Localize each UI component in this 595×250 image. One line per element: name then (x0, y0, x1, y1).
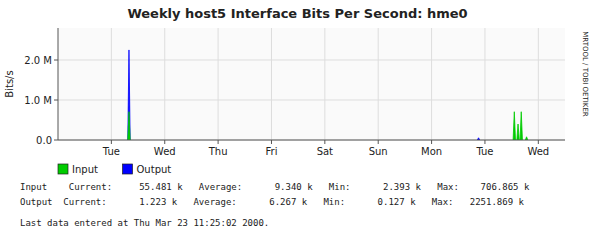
area-spike (513, 112, 515, 140)
stats-line: Output Current: 1.223 k Average: 6.267 k… (20, 197, 524, 207)
y-tick (54, 60, 58, 61)
legend: Input Output (58, 164, 171, 175)
grid-line-y (58, 60, 565, 61)
grid-line-x (324, 28, 325, 140)
x-tick-label: Fri (266, 146, 278, 157)
y-tick-label: 1.0 M (24, 95, 52, 106)
area-spike (128, 112, 130, 140)
area-spike (517, 124, 519, 140)
legend-swatch (58, 164, 68, 174)
grid-line-x (378, 28, 379, 140)
x-tick (164, 140, 165, 144)
x-tick (538, 140, 539, 144)
x-axis-line (58, 140, 565, 141)
grid-line-y (58, 100, 565, 101)
x-tick-label: Wed (527, 146, 549, 157)
series (128, 50, 480, 140)
grid-line-x (164, 28, 165, 140)
y-tick-label: 0.0 (36, 135, 52, 146)
x-tick (431, 140, 432, 144)
grid-line-x (271, 28, 272, 140)
x-tick-label: Wed (154, 146, 176, 157)
grid (58, 28, 565, 140)
y-axis-label: Bits/s (4, 70, 15, 97)
footer: Last data entered at Thu Mar 23 11:25:02… (20, 218, 269, 228)
y-axis-line (58, 28, 59, 140)
grid-line-x (484, 28, 485, 140)
area-spike (520, 112, 522, 140)
x-tick (378, 140, 379, 144)
series (128, 112, 528, 140)
x-tick-label: Thu (208, 146, 228, 157)
y-tick (54, 140, 58, 141)
legend-label: Input (72, 164, 98, 175)
x-tick-label: Mon (421, 146, 442, 157)
x-tick (484, 140, 485, 144)
title: Weekly host5 Interface Bits Per Second: … (127, 6, 467, 21)
grid-line-x (538, 28, 539, 140)
y-tick (54, 100, 58, 101)
x-tick (218, 140, 219, 144)
marks (128, 50, 528, 140)
legend-swatch (123, 164, 133, 174)
side-label: MRTOOL / TOBI OETIKER (581, 31, 589, 117)
x-tick-label: Sat (317, 146, 333, 157)
x-tick (271, 140, 272, 144)
area-spike (128, 50, 130, 140)
legend-label: Output (137, 164, 172, 175)
grid-line-y (58, 140, 565, 141)
grid-line-x (111, 28, 112, 140)
chart: 0.0 1.0 M 2.0 M Tue Wed Thu Fri Sat Sun Mon Tue Wed… (0, 0, 595, 250)
x-tick (324, 140, 325, 144)
grid-line-x (218, 28, 219, 140)
grid-line-x (431, 28, 432, 140)
plot-area (58, 28, 565, 140)
stats-line: Input Current: 55.481 k Average: 9.340 k… (20, 182, 530, 192)
x-tick (111, 140, 112, 144)
x-tick-label: Tue (475, 146, 493, 157)
x-tick-label: Sun (369, 146, 388, 157)
x-tick-label: Tue (102, 146, 120, 157)
y-tick-label: 2.0 M (24, 55, 52, 66)
